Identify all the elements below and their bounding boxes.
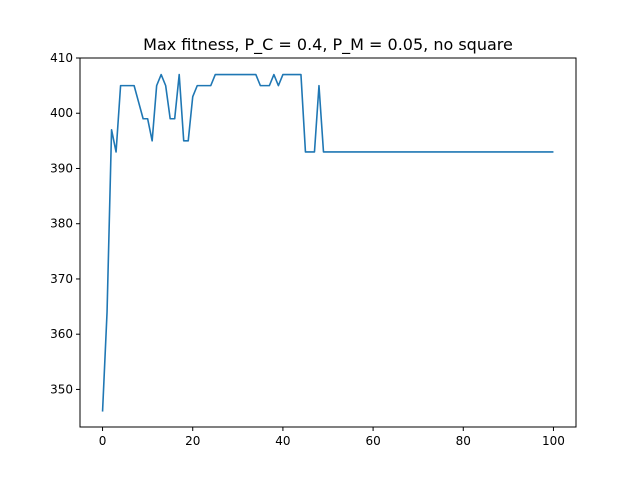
y-tick-label: 390 — [50, 161, 73, 175]
series-group — [101, 73, 554, 412]
plot-area — [79, 57, 577, 428]
y-tick-label: 400 — [50, 106, 73, 120]
x-tick-label: 0 — [99, 434, 107, 448]
x-tick-label: 20 — [185, 434, 200, 448]
y-tick-label: 370 — [50, 272, 73, 286]
y-tick-label: 360 — [50, 327, 73, 341]
series-line — [101, 73, 554, 412]
y-tick-label: 350 — [50, 382, 73, 396]
x-tick-label: 80 — [456, 434, 471, 448]
chart-title: Max fitness, P_C = 0.4, P_M = 0.05, no s… — [143, 35, 513, 55]
x-axis: 0 20 40 60 80 100 — [99, 427, 565, 448]
y-tick-label: 380 — [50, 217, 73, 231]
x-tick-label: 60 — [365, 434, 380, 448]
x-tick-label: 40 — [275, 434, 290, 448]
y-tick-label: 410 — [50, 51, 73, 65]
x-tick-label: 100 — [542, 434, 565, 448]
y-axis: 350 360 370 380 390 400 410 — [50, 51, 80, 396]
plot-frame — [79, 57, 577, 428]
